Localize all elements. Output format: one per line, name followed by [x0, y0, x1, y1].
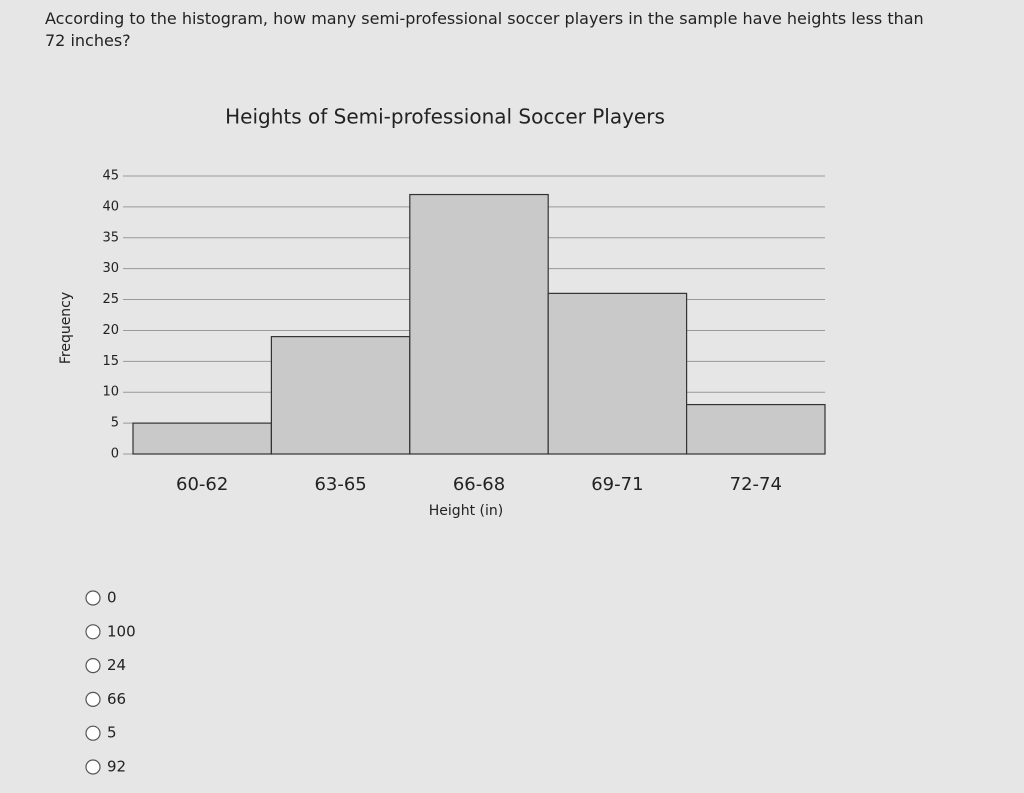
- option-label[interactable]: 0: [107, 589, 117, 607]
- option-label[interactable]: 66: [107, 690, 126, 708]
- radio-button[interactable]: [85, 657, 101, 674]
- y-axis-label: Frequency: [58, 292, 74, 364]
- y-tick-label: 35: [102, 230, 119, 245]
- y-tick-label: 15: [102, 354, 119, 369]
- x-tick-label: 63-65: [314, 474, 366, 495]
- bar: [547, 292, 688, 455]
- x-tick-label: 72-74: [730, 474, 782, 495]
- x-tick-label: 66-68: [453, 474, 505, 495]
- y-tick-label: 0: [111, 447, 119, 462]
- bar: [409, 193, 549, 455]
- y-tick-label: 5: [111, 416, 119, 431]
- option-label[interactable]: 92: [107, 758, 126, 776]
- option-label[interactable]: 100: [107, 622, 136, 640]
- option-label[interactable]: 5: [107, 724, 117, 742]
- bar: [132, 422, 272, 455]
- radio-button[interactable]: [85, 624, 101, 640]
- y-tick-label: 25: [102, 292, 119, 307]
- question: According to the histogram, how many sem…: [45, 9, 924, 50]
- y-tick-label: 10: [102, 385, 119, 400]
- y-tick-label: 40: [102, 199, 119, 214]
- bar: [685, 403, 826, 455]
- radio-button[interactable]: [85, 759, 101, 775]
- y-tick-label: 30: [102, 261, 119, 276]
- y-tick-label: 20: [102, 323, 119, 338]
- chart-title: Heights of Semi-professional Soccer Play…: [225, 105, 665, 129]
- radio-button[interactable]: [85, 691, 101, 708]
- radio-button[interactable]: [85, 590, 101, 606]
- y-tick-label: 45: [102, 169, 119, 184]
- radio-button[interactable]: [85, 725, 101, 741]
- option-label[interactable]: 24: [107, 656, 126, 674]
- x-tick-label: 60-62: [176, 474, 228, 495]
- x-axis-label: Height (in): [429, 503, 503, 519]
- bar: [270, 336, 411, 455]
- x-tick-label: 69-71: [591, 474, 643, 495]
